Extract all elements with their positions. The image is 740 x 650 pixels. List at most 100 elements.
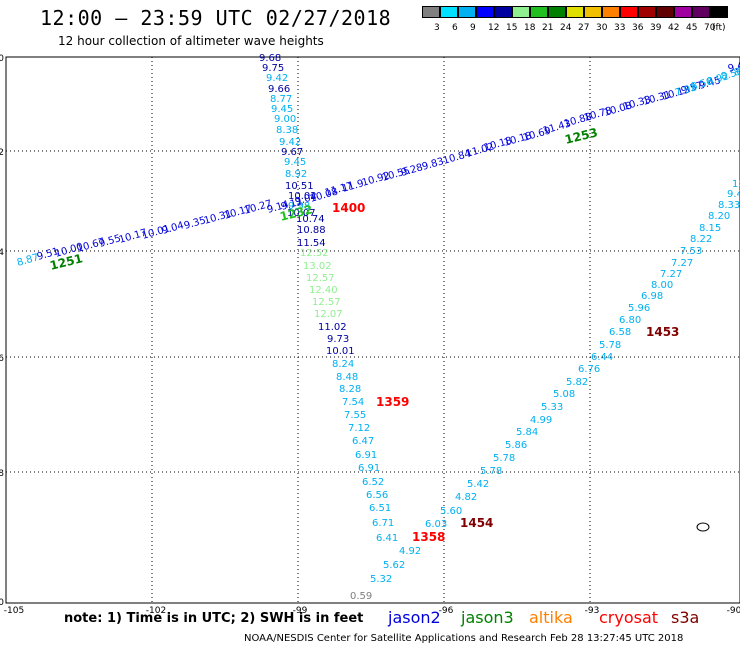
legend-tick-label: 33: [614, 23, 626, 33]
legend-tick-label: 39: [650, 23, 662, 33]
lat-label: -62: [0, 148, 4, 158]
swh-value: 4.92: [399, 546, 421, 557]
chart-title: 12:00 – 23:59 UTC 02/27/2018: [40, 6, 392, 30]
footer-credit: NOAA/NESDIS Center for Satellite Applica…: [244, 633, 684, 644]
swh-value: 5.62: [383, 560, 405, 571]
swh-value: 8.48: [336, 372, 358, 383]
legend-swatch: [602, 6, 620, 18]
swh-value: 8.92: [285, 169, 307, 180]
swh-value: 4.82: [455, 492, 477, 503]
swh-value: 7.55: [344, 410, 366, 421]
swh-value: 9.45: [271, 104, 293, 115]
swh-value: 6.91: [358, 463, 380, 474]
chart-subtitle: 12 hour collection of altimeter wave hei…: [58, 34, 324, 48]
swh-value: 5.78: [599, 340, 621, 351]
footer-note: note: 1) Time is in UTC; 2) SWH is in fe…: [64, 611, 364, 626]
legend-swatch: [620, 6, 638, 18]
legend-tick-label: 9: [470, 23, 476, 33]
legend-swatch: [674, 6, 692, 18]
swh-value: 8.77: [270, 94, 292, 105]
swh-value: 6.51: [369, 503, 391, 514]
swh-value: 9.42: [266, 73, 288, 84]
lat-label: -68: [0, 469, 4, 479]
swh-value: 8.3: [733, 64, 740, 79]
swh-value: 8.22: [690, 234, 712, 245]
legend-tick-label: 15: [506, 23, 518, 33]
lon-label: -96: [439, 606, 454, 616]
legend-tick-label: 30: [596, 23, 608, 33]
swh-value: 8.33: [718, 200, 740, 211]
pass-time: 1453: [646, 325, 679, 339]
lat-label: -66: [0, 354, 4, 364]
legend-swatch: [440, 6, 458, 18]
swh-value: 10.01: [326, 346, 355, 357]
legend-unit: (ft): [712, 23, 726, 33]
legend-swatch: [548, 6, 566, 18]
swh-value: 9.68: [259, 53, 281, 64]
swh-value: 7.12: [348, 423, 370, 434]
swh-value: 9.67: [281, 147, 303, 158]
island-outline: [696, 522, 710, 532]
legend-tick-label: 70: [704, 23, 716, 33]
legend-swatch: [566, 6, 584, 18]
swh-value: 11.02: [318, 322, 347, 333]
satellite-label: jason3: [461, 608, 514, 627]
swh-value: 7.54: [342, 397, 364, 408]
swh-value: 6.44: [591, 352, 613, 363]
legend-swatch: [530, 6, 548, 18]
legend-tick-label: 18: [524, 23, 536, 33]
swh-value: 7.27: [671, 258, 693, 269]
swh-value: 12.57: [312, 297, 341, 308]
swh-value: 6.80: [619, 315, 641, 326]
swh-value: 5.96: [628, 303, 650, 314]
lat-label: -64: [0, 248, 4, 258]
legend-tick-label: 36: [632, 23, 644, 33]
satellite-label: altika: [529, 608, 573, 627]
satellite-label: jason2: [388, 608, 441, 627]
swh-value: 6.47: [352, 436, 374, 447]
legend-swatch: [476, 6, 494, 18]
pass-time: 1400: [332, 201, 365, 215]
satellite-label: cryosat: [599, 608, 659, 627]
lon-label: -90: [727, 606, 740, 616]
swh-value: 9.42: [279, 137, 301, 148]
swh-value: 6.52: [362, 477, 384, 488]
swh-value: 13.02: [303, 261, 332, 272]
swh-value: 8.50: [720, 66, 740, 83]
legend-tick-label: 27: [578, 23, 590, 33]
legend-swatch: [710, 6, 728, 18]
swh-value: 6.58: [609, 327, 631, 338]
swh-value: 10: [732, 179, 740, 190]
legend-swatch: [458, 6, 476, 18]
swh-value: 6.91: [355, 450, 377, 461]
lon-label: -102: [146, 606, 166, 616]
swh-value: 9.45: [284, 157, 306, 168]
swh-value: 9.4: [727, 189, 740, 200]
swh-value: 5.84: [516, 427, 538, 438]
pass-time: 1454: [460, 516, 493, 530]
swh-value: 8.28: [339, 384, 361, 395]
swh-value: 6.56: [366, 490, 388, 501]
legend-swatch: [656, 6, 674, 18]
swh-value: 8.15: [699, 223, 721, 234]
swh-value: 5.78: [480, 466, 502, 477]
swh-value: 10.74: [296, 214, 325, 225]
legend-swatch: [638, 6, 656, 18]
pass-time: 1359: [376, 395, 409, 409]
swh-value: 9.66: [268, 84, 290, 95]
swh-value: 10.07: [287, 208, 316, 219]
legend-tick-label: 42: [668, 23, 680, 33]
swh-value: 5.32: [370, 574, 392, 585]
legend-tick-label: 12: [488, 23, 500, 33]
legend-swatch: [692, 6, 710, 18]
legend-swatch: [494, 6, 512, 18]
swh-value: 6.76: [578, 364, 600, 375]
swh-value: 6.03: [425, 519, 447, 530]
legend-tick-label: 24: [560, 23, 572, 33]
swh-value: 7.53: [680, 246, 702, 257]
swh-value: 6.41: [376, 533, 398, 544]
swh-value: 7.27: [660, 269, 682, 280]
legend-swatch: [512, 6, 530, 18]
swh-value: 4.99: [530, 415, 552, 426]
track-right-asc: 6.03 5.60 4.82 5.42 5.78 5.78 5.86 5.844.99 5.33…: [425, 179, 740, 530]
